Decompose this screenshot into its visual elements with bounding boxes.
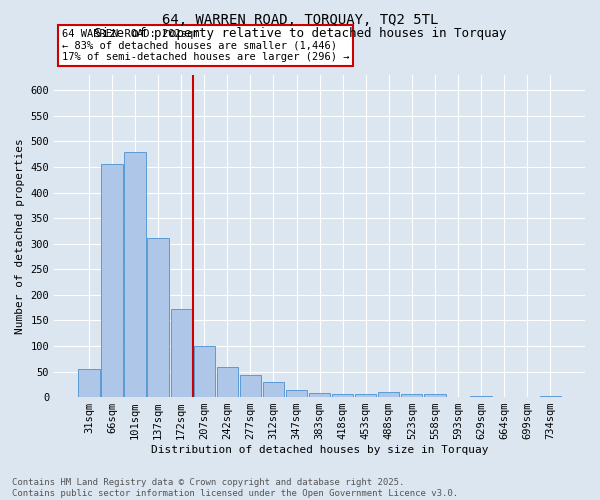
Bar [217,368,238,397]
Bar [309,393,330,397]
Bar [332,394,353,397]
Text: Size of property relative to detached houses in Torquay: Size of property relative to detached ho… [94,28,506,40]
X-axis label: Distribution of detached houses by size in Torquay: Distribution of detached houses by size … [151,445,488,455]
Bar [263,382,284,397]
Text: Contains HM Land Registry data © Crown copyright and database right 2025.
Contai: Contains HM Land Registry data © Crown c… [12,478,458,498]
Text: 64, WARREN ROAD, TORQUAY, TQ2 5TL: 64, WARREN ROAD, TORQUAY, TQ2 5TL [162,12,438,26]
Bar [401,394,422,397]
Bar [101,164,122,397]
Bar [355,394,376,397]
Bar [470,396,491,397]
Bar [378,392,400,397]
Y-axis label: Number of detached properties: Number of detached properties [15,138,25,334]
Bar [148,238,169,397]
Bar [78,369,100,397]
Bar [194,346,215,397]
Bar [539,396,561,397]
Bar [424,394,446,397]
Bar [124,152,146,397]
Bar [170,309,192,397]
Bar [286,390,307,397]
Text: 64 WARREN ROAD: 202sqm
← 83% of detached houses are smaller (1,446)
17% of semi-: 64 WARREN ROAD: 202sqm ← 83% of detached… [62,29,350,62]
Bar [240,374,261,397]
